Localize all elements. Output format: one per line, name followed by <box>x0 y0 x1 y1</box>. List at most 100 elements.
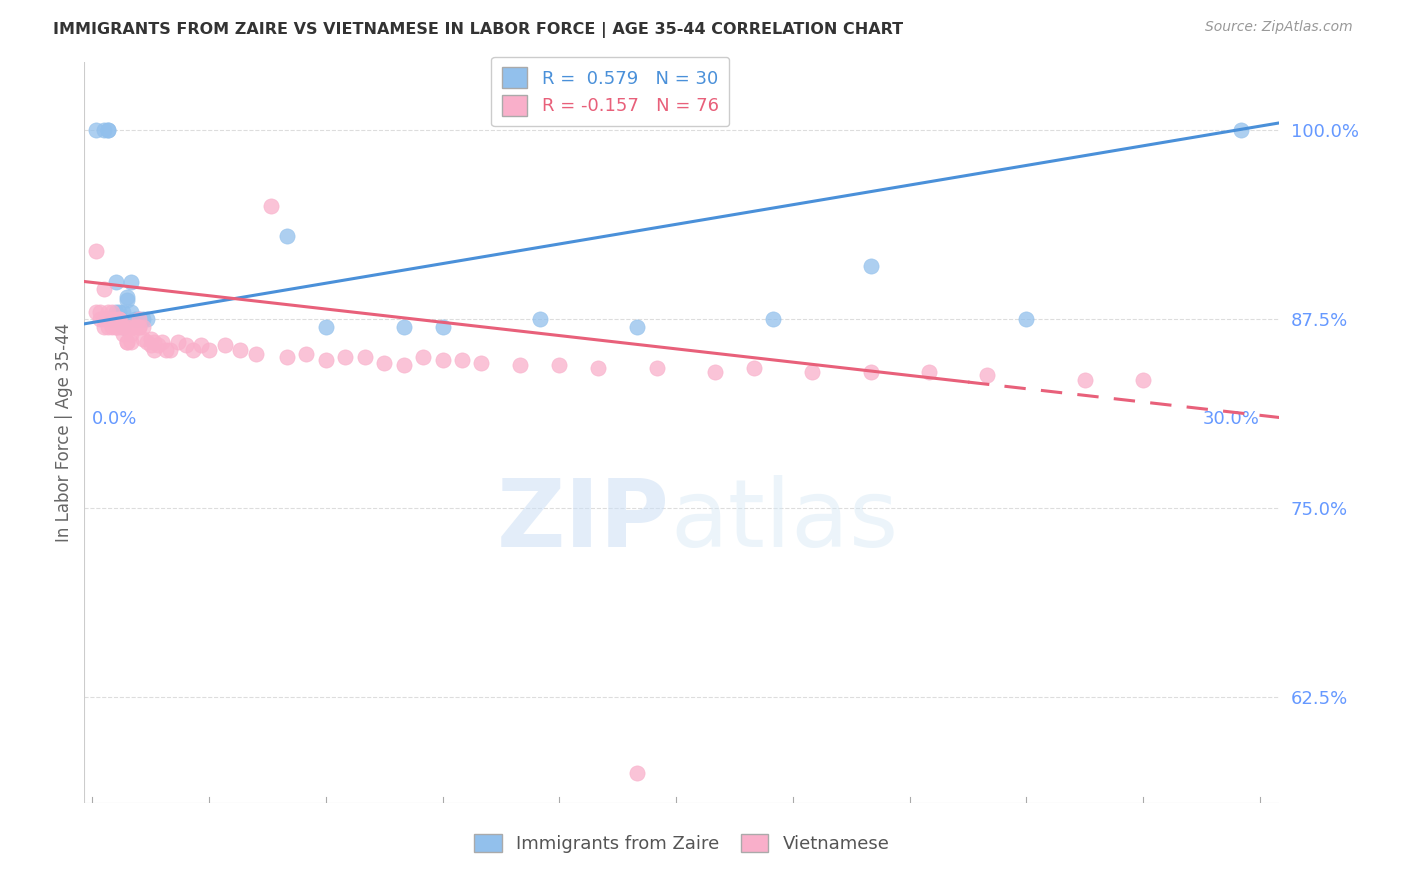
Point <box>260 199 283 213</box>
Text: IMMIGRANTS FROM ZAIRE VS VIETNAMESE IN LABOR FORCE | AGE 35-44 CORRELATION CHART: IMMIGRANTS FROM ZAIRE VS VIETNAMESE IN L… <box>53 22 904 38</box>
Point <box>108 304 131 318</box>
Point <box>120 319 142 334</box>
Point <box>93 312 115 326</box>
Point <box>174 338 197 352</box>
Point <box>112 319 135 334</box>
Point <box>626 319 648 334</box>
Point <box>108 312 131 326</box>
Point <box>97 312 120 326</box>
Point <box>392 319 415 334</box>
Point <box>183 343 205 357</box>
Legend: Immigrants from Zaire, Vietnamese: Immigrants from Zaire, Vietnamese <box>467 827 897 861</box>
Point <box>315 319 337 334</box>
Point <box>132 332 155 346</box>
Point <box>108 312 131 326</box>
Point <box>128 312 150 326</box>
Point <box>100 312 122 326</box>
Point <box>93 282 115 296</box>
Point <box>859 365 882 379</box>
Point <box>1229 123 1251 137</box>
Point <box>432 353 454 368</box>
Point <box>124 319 146 334</box>
Point <box>645 360 668 375</box>
Point <box>1132 373 1154 387</box>
Point <box>120 304 142 318</box>
Point <box>100 312 122 326</box>
Point <box>762 312 785 326</box>
Point <box>120 275 142 289</box>
Point <box>132 312 155 326</box>
Point <box>432 319 454 334</box>
Point <box>139 332 162 346</box>
Point <box>97 319 120 334</box>
Point <box>166 334 188 349</box>
Point <box>132 319 155 334</box>
Point <box>190 338 212 352</box>
Point <box>150 334 173 349</box>
Point <box>143 334 166 349</box>
Point <box>104 275 127 289</box>
Point <box>373 356 395 370</box>
Point <box>155 343 177 357</box>
Point <box>108 319 131 334</box>
Point <box>214 338 236 352</box>
Point <box>801 365 824 379</box>
Point <box>108 312 131 326</box>
Point <box>135 312 157 326</box>
Point <box>128 319 150 334</box>
Point <box>918 365 941 379</box>
Point <box>112 319 135 334</box>
Point <box>115 293 138 307</box>
Text: 0.0%: 0.0% <box>93 410 138 428</box>
Point <box>104 319 127 334</box>
Point <box>128 319 150 334</box>
Point <box>148 338 170 352</box>
Point <box>93 123 115 137</box>
Point <box>120 334 142 349</box>
Point <box>115 319 138 334</box>
Point <box>139 338 162 352</box>
Point <box>392 358 415 372</box>
Point <box>115 334 138 349</box>
Point <box>295 347 318 361</box>
Point <box>89 304 111 318</box>
Point <box>470 356 492 370</box>
Point <box>115 334 138 349</box>
Point <box>97 123 120 137</box>
Point <box>159 343 181 357</box>
Point <box>93 319 115 334</box>
Point <box>626 765 648 780</box>
Point <box>412 350 434 364</box>
Point <box>100 304 122 318</box>
Point <box>84 304 107 318</box>
Point <box>135 334 157 349</box>
Point <box>315 353 337 368</box>
Point <box>120 327 142 342</box>
Point <box>128 312 150 326</box>
Point <box>586 360 609 375</box>
Point <box>100 312 122 326</box>
Point <box>335 350 357 364</box>
Point <box>112 327 135 342</box>
Point <box>245 347 267 361</box>
Point <box>529 312 551 326</box>
Point <box>198 343 221 357</box>
Point <box>1015 312 1038 326</box>
Point <box>112 304 135 318</box>
Point <box>89 312 111 326</box>
Text: ZIP: ZIP <box>498 475 671 567</box>
Point <box>100 319 122 334</box>
Point <box>451 353 474 368</box>
Text: 30.0%: 30.0% <box>1204 410 1260 428</box>
Point <box>276 229 298 244</box>
Point <box>1074 373 1097 387</box>
Y-axis label: In Labor Force | Age 35-44: In Labor Force | Age 35-44 <box>55 323 73 542</box>
Point <box>704 365 727 379</box>
Point <box>97 123 120 137</box>
Point <box>124 312 146 326</box>
Point <box>97 304 120 318</box>
Point <box>100 312 122 326</box>
Point <box>509 358 531 372</box>
Point <box>143 343 166 357</box>
Point <box>115 290 138 304</box>
